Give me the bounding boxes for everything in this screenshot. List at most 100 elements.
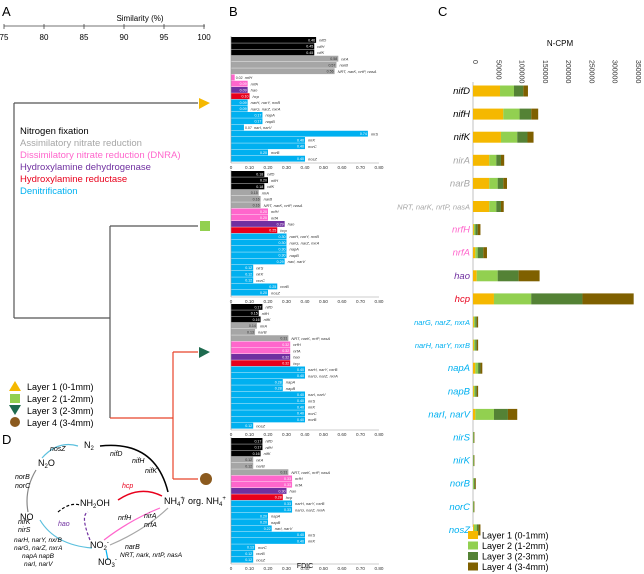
ncpm-gene-label: nrfA [453, 248, 470, 259]
ncpm-bar-segment [475, 247, 478, 259]
fdic-bar-gene-label: nirK [308, 138, 315, 143]
fdic-bar-gene-label: nrfH [295, 476, 303, 481]
fdic-bar-value: 0.40 [297, 399, 304, 403]
fdic-bar-gene-label: hao [290, 489, 297, 494]
fdic-bar-gene-label: hao [288, 222, 295, 227]
fdic-bar-gene-label: napB [265, 119, 275, 124]
fdic-bar [231, 246, 287, 252]
fdic-bar [231, 233, 287, 240]
fdic-bar-gene-label: napA [290, 247, 300, 252]
fdic-tick-label: 0.20 [264, 432, 273, 437]
fdic-bar-gene-label: nifH [271, 178, 278, 183]
fdic-bar-gene-label: nirS [308, 398, 315, 403]
gene-label-nira: nirA [144, 513, 157, 520]
fdic-bar-value: 0.20 [260, 216, 267, 220]
fdic-bar-gene-label: nifH [265, 445, 272, 450]
fdic-bar [231, 221, 285, 227]
fdic-bar [231, 366, 305, 373]
ncpm-row: nrfH [452, 224, 481, 236]
layer3-triangle-marker [199, 347, 210, 358]
ncpm-bar-segment [500, 154, 505, 166]
legend-layer1-marker [9, 381, 21, 391]
fdic-bar-value: 0.17 [254, 113, 261, 117]
dendrogram [13, 98, 212, 485]
fdic-bar-value: 0.18 [256, 185, 263, 189]
ncpm-legend-swatch [468, 562, 478, 571]
fdic-bar [231, 463, 254, 469]
fdic-bar-value: 0.10 [242, 95, 249, 99]
similarity-tick-label: 100 [197, 33, 211, 42]
fdic-bar-gene-label: narG, narZ, nxrA [290, 240, 320, 245]
fdic-bar [231, 475, 293, 482]
fdic-bar-gene-label: nirA [341, 56, 348, 61]
fdic-bar [231, 37, 317, 43]
fdic-tick-label: 0.60 [338, 165, 347, 170]
gene-label-nosz: nosZ [50, 446, 66, 453]
fdic-bar-gene-label: nifK [267, 184, 274, 189]
panel-b-fdic-charts: 0.46 nifD 0.45 nifH 0.45 nifK 0.58 nirA 0.57 narB… [230, 36, 384, 571]
fdic-bar-value: 0.40 [297, 157, 304, 161]
fdic-bar [231, 397, 305, 404]
fdic-bar [231, 531, 305, 538]
similarity-axis-ticks: 75 80 85 90 95 100 [0, 24, 211, 42]
fdic-bar [231, 519, 268, 526]
fdic-bar [231, 214, 268, 221]
fdic-bar-gene-label: narH, narY, nxrB [295, 501, 325, 506]
fdic-bar [231, 354, 291, 360]
fdic-bar-gene-label: narB [339, 63, 348, 68]
fdic-bar [231, 93, 250, 100]
fdic-bar-gene-label: norC [308, 411, 317, 416]
fdic-bar-value: 0.46 [308, 38, 315, 42]
panel-d-nitrogen-cycle: N2 N2O NO NH2OH NH4+ / org. NH4+ NO2- NO… [14, 440, 226, 569]
ncpm-gene-label: nirS [453, 433, 471, 444]
fdic-bar-gene-label: narB [264, 197, 273, 202]
fdic-bar-gene-label: nosZ [271, 290, 280, 295]
ncpm-tick-label: 100000 [518, 60, 525, 83]
ncpm-bar-segment [473, 316, 476, 328]
fdic-bar-value: 0.40 [297, 393, 304, 397]
similarity-tick-label: 90 [120, 33, 129, 42]
fdic-bar-gene-label: narH, narY, nxrB [308, 367, 338, 372]
fdic-bar-gene-label: nrfA [251, 81, 259, 86]
ncpm-row: nrfA [453, 247, 487, 259]
ncpm-bar-segment [507, 408, 518, 420]
ncpm-gene-label: hcp [455, 294, 470, 305]
fdic-axis-title: FDIC [297, 563, 313, 570]
gene-label-nifh: nifH [132, 458, 145, 465]
fdic-bar-gene-label: hao [251, 88, 258, 93]
fdic-bar-value: 0.45 [306, 51, 313, 55]
fdic-bar-value: 0.17 [254, 446, 261, 450]
fdic-tick-label: 0.60 [338, 432, 347, 437]
fdic-bar-gene-label: napA [265, 113, 275, 118]
fdic-bar-value: 0.28 [275, 387, 282, 391]
node-n2: N2 [84, 440, 95, 452]
fdic-tick-label: 0.10 [245, 566, 254, 571]
layer-legend: Layer 1 (0-1mm) Layer 2 (1-2mm) Layer 3 … [9, 381, 94, 428]
fdic-bar-gene-label: nifK [264, 317, 271, 322]
fdic-bar-value: 0.09 [240, 88, 247, 92]
ncpm-gene-label: narI, narV [428, 409, 471, 420]
ncpm-tick-label: 150000 [541, 60, 548, 83]
ncpm-bar-segment [496, 154, 501, 166]
ncpm-legend-swatch [468, 541, 478, 550]
fdic-bar-value: 0.14 [249, 324, 256, 328]
fdic-bar [231, 538, 305, 544]
fdic-bar-gene-label: norB [308, 417, 317, 422]
legend-nitrogen-fixation: Nitrogen fixation [20, 126, 89, 137]
ncpm-bar-segment [476, 270, 498, 282]
ncpm-row: napA [448, 362, 483, 374]
fdic-tick-label: 0.40 [301, 165, 310, 170]
fdic-bar [231, 513, 268, 519]
fdic-bar [231, 171, 265, 177]
legend-layer3-marker [9, 405, 21, 415]
fdic-bar-gene-label: nirA [260, 323, 267, 328]
fdic-tick-label: 0.30 [282, 432, 291, 437]
fdic-bar-gene-label: NRT, narK, nrtP, nasA [338, 69, 377, 74]
fdic-tick-label: 0.20 [264, 165, 273, 170]
ncpm-tick-label: 200000 [564, 60, 571, 83]
fdic-bar-value: 0.20 [260, 291, 267, 295]
ncpm-row: norB [450, 478, 476, 490]
fdic-bar-value: 0.20 [260, 521, 267, 525]
fdic-tick-label: 0.70 [356, 165, 365, 170]
fdic-bar [231, 360, 291, 367]
